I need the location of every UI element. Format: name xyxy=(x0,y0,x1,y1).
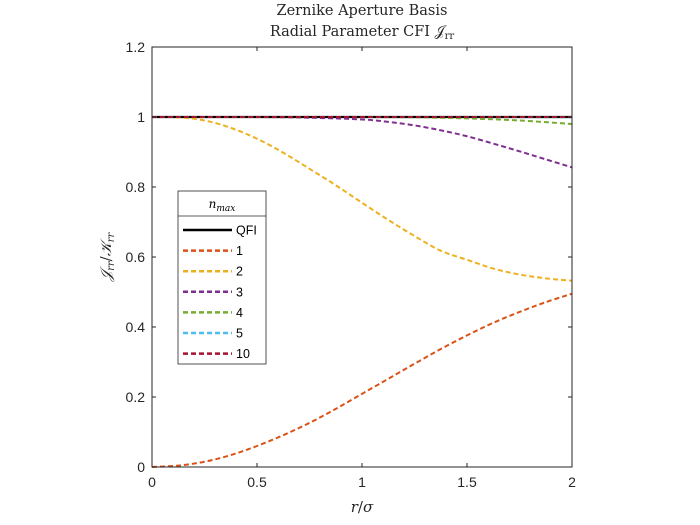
y-tick-label: 0 xyxy=(137,459,145,475)
x-axis-label: r/σ xyxy=(351,498,374,516)
y-tick-label: 1.2 xyxy=(126,39,146,55)
x-tick-label: 0.5 xyxy=(247,474,267,490)
legend-box xyxy=(177,190,267,365)
chart-title: Zernike Aperture Basis xyxy=(277,3,448,19)
legend-title: nmax xyxy=(209,197,236,214)
legend: nmax QFI 1 2 3 4 5 10 xyxy=(177,190,267,365)
legend-label-3: 3 xyxy=(236,285,243,299)
legend-label-10: 10 xyxy=(236,347,250,361)
legend-entries: QFI 1 2 3 4 5 10 xyxy=(183,224,257,361)
y-tick-label: 0.8 xyxy=(126,179,146,195)
series-line-2 xyxy=(151,115,573,282)
x-tick-label: 1 xyxy=(358,474,366,490)
series-layer xyxy=(151,115,573,468)
legend-label-2: 2 xyxy=(236,265,243,279)
legend-label-4: 4 xyxy=(236,306,243,320)
y-tick-label: 0.6 xyxy=(126,249,146,265)
series-line-1 xyxy=(151,292,573,468)
x-tick-label: 2 xyxy=(568,474,576,490)
chart-subtitle: Radial Parameter CFI 𝒥rr xyxy=(270,24,455,42)
x-tick-label: 1.5 xyxy=(457,474,477,490)
legend-label-1: 1 xyxy=(236,244,243,258)
legend-label-5: 5 xyxy=(236,327,243,341)
legend-label-qfi: QFI xyxy=(236,224,257,238)
y-axis-label: 𝒥rr/𝒦rr xyxy=(97,232,117,283)
x-tick-label: 0 xyxy=(148,474,156,490)
y-tick-label: 1 xyxy=(137,109,145,125)
y-tick-label: 0.4 xyxy=(126,319,146,335)
ticks-layer: 0 0.5 1 1.5 2 0 0.2 0.4 0.6 0.8 1 1.2 xyxy=(126,39,577,490)
y-tick-label: 0.2 xyxy=(126,389,146,405)
